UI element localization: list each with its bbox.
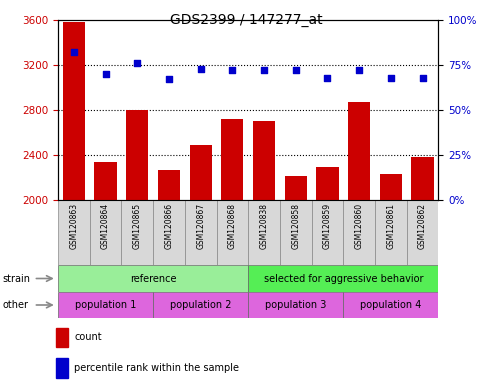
Bar <box>121 200 153 265</box>
Bar <box>95 162 117 200</box>
Bar <box>317 167 339 200</box>
Point <box>355 67 363 73</box>
Bar <box>343 200 375 265</box>
Text: strain: strain <box>2 273 31 283</box>
Text: GSM120858: GSM120858 <box>291 203 300 249</box>
Bar <box>90 200 121 265</box>
Text: GSM120868: GSM120868 <box>228 203 237 249</box>
Bar <box>412 157 434 200</box>
Bar <box>56 358 68 377</box>
Bar <box>56 328 68 347</box>
Bar <box>343 292 438 318</box>
Bar <box>348 102 370 200</box>
Text: GDS2399 / 147277_at: GDS2399 / 147277_at <box>170 13 323 27</box>
Point <box>419 74 426 81</box>
Bar <box>158 170 180 200</box>
Text: population 2: population 2 <box>170 300 231 310</box>
Text: percentile rank within the sample: percentile rank within the sample <box>74 363 239 373</box>
Point <box>260 67 268 73</box>
Bar <box>63 22 85 200</box>
Bar <box>221 119 244 200</box>
Point <box>102 71 109 77</box>
Bar <box>375 200 407 265</box>
Bar <box>216 200 248 265</box>
Text: GSM120864: GSM120864 <box>101 203 110 249</box>
Text: GSM120865: GSM120865 <box>133 203 142 249</box>
Point <box>228 67 236 73</box>
Text: GSM120867: GSM120867 <box>196 203 205 249</box>
Text: population 1: population 1 <box>75 300 136 310</box>
Text: count: count <box>74 332 102 342</box>
Text: GSM120862: GSM120862 <box>418 203 427 249</box>
Point <box>197 66 205 72</box>
Bar <box>248 265 438 292</box>
Bar <box>126 110 148 200</box>
Text: GSM120861: GSM120861 <box>387 203 395 249</box>
Point <box>70 49 78 55</box>
Point <box>387 74 395 81</box>
Text: reference: reference <box>130 273 176 283</box>
Text: GSM120838: GSM120838 <box>259 203 269 249</box>
Text: GSM120863: GSM120863 <box>70 203 78 249</box>
Bar <box>190 145 212 200</box>
Text: GSM120866: GSM120866 <box>165 203 174 249</box>
Bar <box>153 200 185 265</box>
Point <box>323 74 331 81</box>
Bar <box>280 200 312 265</box>
Text: other: other <box>2 300 29 310</box>
Text: population 4: population 4 <box>360 300 422 310</box>
Bar <box>248 292 343 318</box>
Bar <box>380 174 402 200</box>
Text: population 3: population 3 <box>265 300 326 310</box>
Bar <box>185 200 216 265</box>
Point <box>133 60 141 66</box>
Bar <box>58 265 248 292</box>
Bar <box>284 176 307 200</box>
Text: GSM120859: GSM120859 <box>323 203 332 249</box>
Text: selected for aggressive behavior: selected for aggressive behavior <box>264 273 423 283</box>
Bar <box>58 200 90 265</box>
Bar <box>58 292 153 318</box>
Bar <box>312 200 343 265</box>
Text: GSM120860: GSM120860 <box>354 203 364 249</box>
Bar <box>248 200 280 265</box>
Point <box>292 67 300 73</box>
Bar <box>253 121 275 200</box>
Bar <box>153 292 248 318</box>
Point <box>165 76 173 83</box>
Bar <box>407 200 438 265</box>
